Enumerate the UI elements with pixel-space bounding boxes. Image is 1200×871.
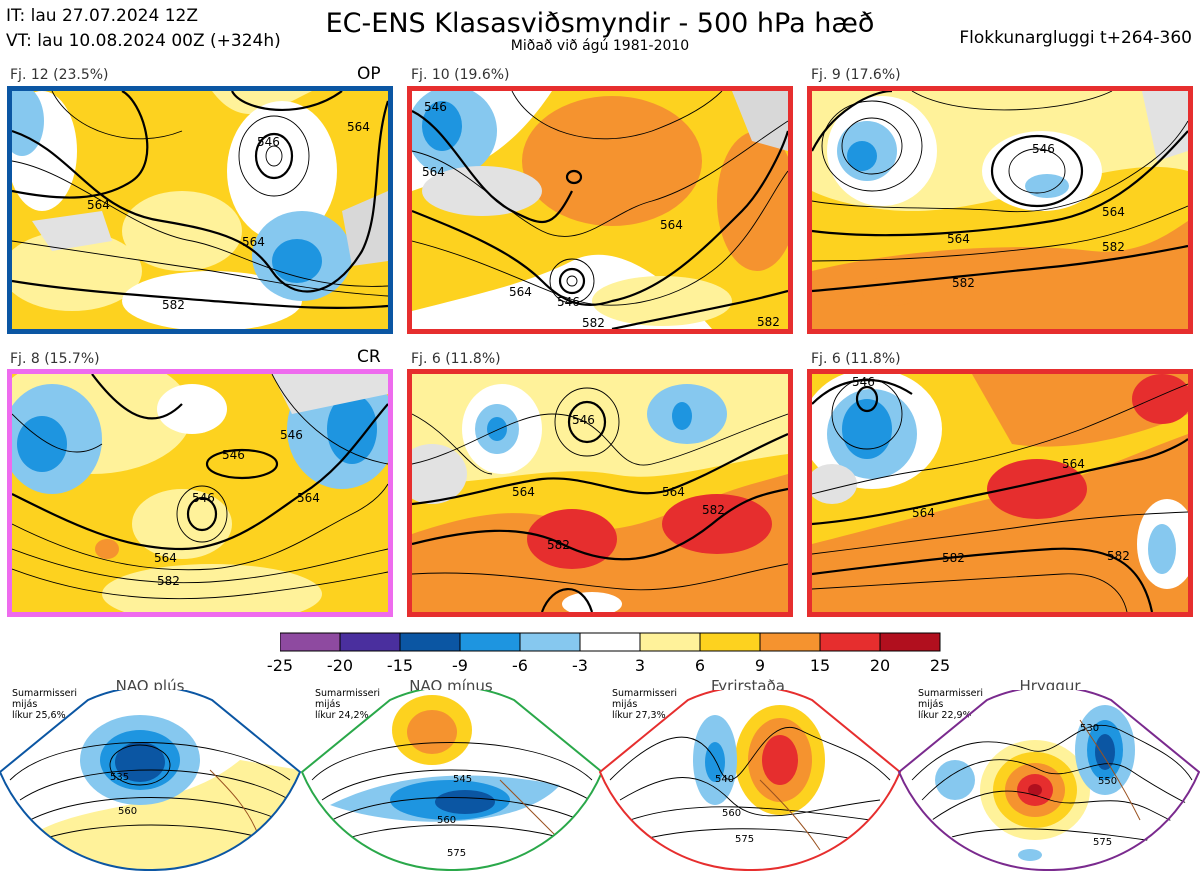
colorbar-tick-label: 20 [869, 656, 891, 675]
colorbar-swatch [279, 632, 341, 652]
colorbar-tick-label: 6 [694, 656, 706, 675]
contour-label: 582 [157, 574, 180, 588]
contour-label: 546 [572, 413, 595, 427]
colorbar-swatch [339, 632, 401, 652]
contour-label: 582 [162, 298, 185, 312]
contour-label: 582 [952, 276, 975, 290]
contour-label: 564 [347, 120, 370, 134]
colorbar-tick-label: -15 [386, 656, 414, 675]
contour-label: 564 [297, 491, 320, 505]
contour-label: 564 [512, 485, 535, 499]
contour-label: 546 [557, 295, 580, 309]
contour-label: 582 [942, 551, 965, 565]
colorbar-swatch [519, 632, 581, 652]
contour-label: 564 [1062, 457, 1085, 471]
cluster-map-5: 546 564 564 582 582 [407, 369, 793, 617]
contour-label: 564 [509, 285, 532, 299]
contour-label: 564 [154, 551, 177, 565]
cluster-6-label: Fj. 6 (11.8%) [811, 351, 901, 367]
contour-label: 564 [422, 165, 445, 179]
svg-text:560: 560 [118, 806, 137, 817]
colorbar-tick-label: 3 [634, 656, 646, 675]
regime-3-info: Sumarmisseri mijás líkur 27,3% [612, 688, 678, 721]
svg-text:575: 575 [447, 848, 466, 859]
cluster-4-label: Fj. 8 (15.7%) [10, 351, 100, 367]
contour-label: 546 [257, 135, 280, 149]
contour-label: 582 [547, 538, 570, 552]
regime-map-1: 535 560 [0, 690, 300, 871]
contour-label: 564 [87, 198, 110, 212]
regime-4-info: Sumarmisseri mijás líkur 22,9% [918, 688, 984, 721]
contour-label: 564 [660, 218, 683, 232]
svg-text:575: 575 [1093, 837, 1112, 848]
contour-label: 582 [757, 315, 780, 329]
colorbar-tick-label: -20 [326, 656, 354, 675]
cluster-map-2: 546 564 564 564 546 582 582 [407, 86, 793, 334]
contour-label: 546 [1032, 142, 1055, 156]
svg-text:540: 540 [715, 774, 734, 785]
svg-text:575: 575 [735, 834, 754, 845]
contour-label: 564 [947, 232, 970, 246]
colorbar-swatch [759, 632, 821, 652]
colorbar-tick-label: -6 [512, 656, 528, 675]
regime-maps: 535 560 545 560 575 [0, 690, 1200, 871]
svg-text:545: 545 [453, 774, 472, 785]
cluster-map-3: 546 564 564 582 582 [807, 86, 1193, 334]
colorbar-swatch [699, 632, 761, 652]
contour-label: 582 [702, 503, 725, 517]
anomaly-colorbar [279, 632, 942, 656]
regime-map-4: 530 550 575 [902, 690, 1200, 871]
page-subtitle: Miðað við ágú 1981-2010 [510, 38, 690, 54]
regime-2-info: Sumarmisseri mijás líkur 24,2% [315, 688, 381, 721]
page-title: EC-ENS Klasasviðsmyndir - 500 hPa hæð [325, 8, 875, 39]
contour-label: 564 [662, 485, 685, 499]
contour-label: 546 [280, 428, 303, 442]
cluster-3-label: Fj. 9 (17.6%) [811, 67, 901, 83]
svg-text:535: 535 [110, 772, 129, 783]
contour-label: 582 [582, 316, 605, 329]
contour-label: 546 [222, 448, 245, 462]
cluster-map-1: 546 564 564 582 564 [7, 86, 393, 334]
svg-text:530: 530 [1080, 723, 1099, 734]
initial-time: IT: lau 27.07.2024 12Z [6, 6, 198, 26]
valid-time: VT: lau 10.08.2024 00Z (+324h) [6, 31, 281, 51]
colorbar-tick-label: -9 [452, 656, 468, 675]
colorbar-tick-label: 9 [754, 656, 766, 675]
colorbar-tick-label: -3 [572, 656, 588, 675]
colorbar-tick-label: 25 [929, 656, 951, 675]
contour-label: 546 [852, 375, 875, 389]
contour-label: 546 [424, 100, 447, 114]
regime-1-info: Sumarmisseri mijás líkur 25,6% [12, 688, 78, 721]
cluster-5-label: Fj. 6 (11.8%) [411, 351, 501, 367]
cluster-1-label: Fj. 12 (23.5%) [10, 67, 109, 83]
contour-label: 582 [1102, 240, 1125, 254]
run-info: IT: lau 27.07.2024 12Z VT: lau 10.08.202… [6, 4, 281, 54]
contour-label: 564 [242, 235, 265, 249]
cluster-1-tag: OP [357, 64, 381, 84]
svg-text:560: 560 [722, 808, 741, 819]
colorbar-swatch [879, 632, 941, 652]
colorbar-swatch [579, 632, 641, 652]
regime-map-3: 540 560 575 [600, 690, 900, 871]
cluster-map-6: 546 564 564 582 582 [807, 369, 1193, 617]
colorbar-swatch [399, 632, 461, 652]
contour-label: 564 [1102, 205, 1125, 219]
colorbar-swatch [819, 632, 881, 652]
svg-text:550: 550 [1098, 776, 1117, 787]
colorbar-tick-label: 15 [809, 656, 831, 675]
contour-label: 582 [1107, 549, 1130, 563]
regime-map-2: 545 560 575 [302, 690, 602, 871]
colorbar-swatch [639, 632, 701, 652]
classification-window: Flokkunargluggi t+264-360 [959, 28, 1192, 48]
colorbar-tick-label: -25 [266, 656, 294, 675]
cluster-map-4: 546 546 546 564 564 582 [7, 369, 393, 617]
svg-text:560: 560 [437, 815, 456, 826]
cluster-4-tag: CR [357, 347, 381, 367]
contour-label: 546 [192, 491, 215, 505]
cluster-2-label: Fj. 10 (19.6%) [411, 67, 510, 83]
colorbar-swatch [459, 632, 521, 652]
contour-label: 564 [912, 506, 935, 520]
